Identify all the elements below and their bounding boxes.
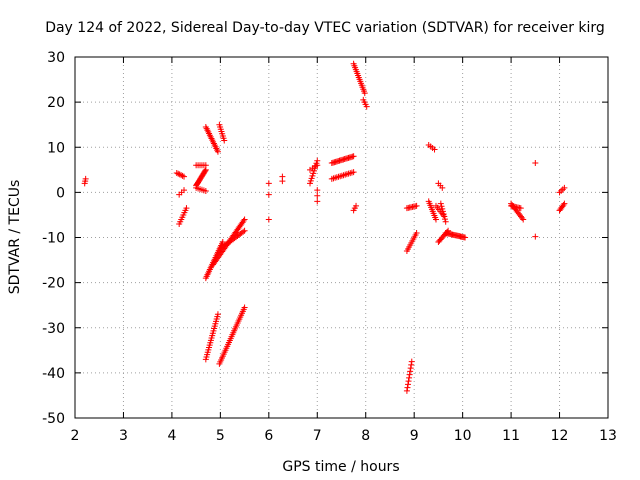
data-point [442,218,449,225]
data-point [179,172,186,179]
y-tick-label: 0 [56,185,65,201]
data-point [520,216,527,223]
data-point [519,215,526,222]
data-point [408,358,415,365]
data-point [432,216,439,223]
data-point [314,192,321,199]
x-tick-label: 2 [71,428,80,444]
data-point [240,217,247,224]
data-point [413,229,420,236]
data-point [202,167,209,174]
data-point [221,137,228,144]
data-point [279,178,286,185]
data-point [214,148,221,155]
data-point [241,227,248,234]
data-point [532,233,539,240]
data-point [350,169,357,176]
data-point [307,180,314,187]
data-point [404,381,411,388]
data-point [183,205,190,212]
data-point [439,205,446,212]
data-point [532,160,539,167]
x-tick-label: 9 [410,428,419,444]
data-point [561,200,568,207]
data-point [181,173,188,180]
x-tick-label: 6 [264,428,273,444]
y-tick-label: -50 [42,411,65,427]
data-point [241,304,248,311]
data-point [307,177,314,184]
data-point [407,368,414,375]
data-point [202,166,209,173]
data-point [517,205,524,212]
data-point [240,228,247,235]
data-point [439,184,446,191]
data-point [265,180,272,187]
x-tick-label: 12 [551,428,569,444]
data-point [438,203,445,210]
data-point [202,188,209,195]
data-point [405,378,412,385]
data-point [181,187,188,194]
y-tick-label: 10 [47,140,65,156]
data-point [440,210,447,217]
data-point [363,103,370,110]
data-point [437,200,444,207]
data-point [314,198,321,205]
y-tick-label: -10 [42,231,65,247]
plot-frame [74,56,609,419]
data-point [176,171,183,178]
data-point [241,216,248,223]
axis-ticks: 2 3 4 5 6 7 8 9 10 11 12 13 30 20 10 0 -10 -20 -30 -40 -50 [42,50,617,444]
data-point [214,311,221,318]
data-point [353,202,360,209]
y-tick-label: 30 [47,50,65,66]
data-point [431,146,438,153]
data-point [173,169,180,176]
data-point [309,172,316,179]
data-point [403,387,410,394]
data-point [265,191,272,198]
data-point [361,90,368,97]
data-point [265,216,272,223]
data-point [178,172,185,179]
x-axis-label: GPS time / hours [282,459,399,475]
data-point [441,213,448,220]
y-tick-label: -20 [42,276,65,292]
y-tick-label: 20 [47,95,65,111]
y-axis-label: SDTVAR / TECUs [7,180,23,295]
data-point [314,187,321,194]
data-point [310,170,317,177]
x-tick-label: 3 [119,428,128,444]
data-point [350,153,357,160]
data-points [81,60,568,394]
x-tick-label: 10 [454,428,472,444]
data-point [413,202,420,209]
data-point [462,234,469,241]
data-point [560,202,567,209]
x-tick-label: 5 [216,428,225,444]
y-tick-label: -40 [42,366,65,382]
x-tick-label: 11 [502,428,520,444]
data-point [408,361,415,368]
data-point [439,208,446,215]
data-point [561,184,568,191]
data-point [308,175,315,182]
data-point [407,365,414,372]
x-tick-label: 7 [313,428,322,444]
x-tick-label: 13 [599,428,617,444]
data-point [82,175,89,182]
data-point [404,384,411,391]
x-tick-label: 4 [167,428,176,444]
data-point [406,374,413,381]
data-point [406,371,413,378]
data-point [175,170,182,177]
data-point [314,162,321,169]
y-tick-label: -30 [42,321,65,337]
data-point [441,216,448,223]
x-tick-label: 8 [361,428,370,444]
chart-title: Day 124 of 2022, Sidereal Day-to-day VTE… [45,20,605,36]
grid [75,57,608,418]
